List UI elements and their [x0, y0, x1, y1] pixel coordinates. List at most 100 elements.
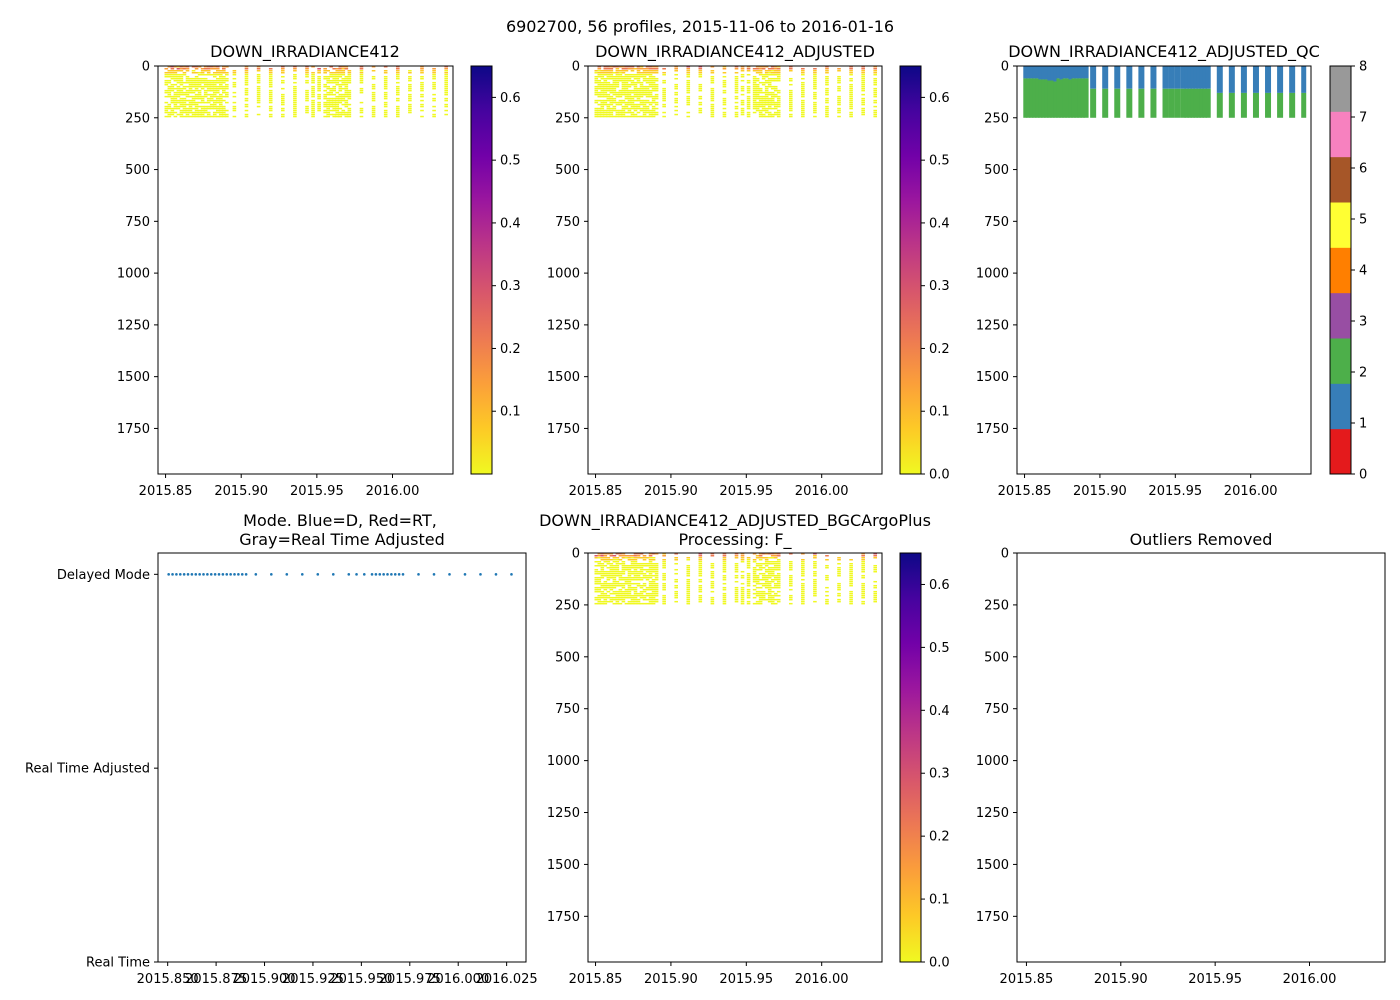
heatmap-cell: [686, 71, 691, 74]
mode-point: [221, 573, 225, 576]
heatmap-cell: [849, 115, 853, 118]
heatmap-cell: [674, 101, 678, 104]
heatmap-cell: [222, 87, 226, 90]
heatmap-cell: [618, 588, 623, 591]
heatmap-cell: [624, 602, 629, 605]
heatmap-cell: [609, 598, 614, 601]
heatmap-cell: [651, 574, 656, 577]
heatmap-cell: [624, 590, 629, 593]
heatmap-cell: [636, 556, 641, 559]
heatmap-cell: [371, 83, 376, 86]
heatmap-cell: [764, 582, 769, 585]
heatmap-cell: [609, 69, 614, 72]
heatmap-cell: [344, 67, 349, 70]
heatmap-cell: [594, 590, 599, 593]
heatmap-cell: [837, 562, 841, 565]
heatmap-cell: [256, 89, 261, 92]
heatmap-cell: [600, 596, 605, 599]
heatmap-cell: [597, 570, 602, 573]
heatmap-cell: [618, 572, 623, 575]
mode-point: [182, 573, 186, 576]
heatmap-cell: [624, 69, 629, 72]
heatmap-cell: [627, 574, 632, 577]
heatmap-cell: [722, 600, 727, 603]
heatmap-cell: [654, 107, 659, 110]
heatmap-cell: [256, 113, 261, 116]
heatmap-cell: [770, 66, 775, 68]
heatmap-cell: [371, 115, 376, 118]
heatmap-cell: [212, 66, 217, 68]
heatmap-cell: [359, 109, 364, 112]
heatmap-cell: [761, 578, 766, 581]
x-tick-label: 2015.95: [719, 972, 773, 987]
heatmap-cell: [305, 75, 309, 78]
heatmap-cell: [698, 560, 703, 563]
heatmap-cell: [849, 600, 853, 603]
heatmap-cell: [209, 66, 214, 68]
heatmap-cell: [788, 67, 793, 70]
heatmap-cell: [764, 556, 769, 559]
heatmap-cell: [173, 111, 178, 114]
heatmap-cell: [600, 553, 605, 555]
heatmap-cell: [600, 95, 605, 98]
heatmap-cell: [621, 596, 626, 599]
heatmap-cell: [432, 105, 436, 108]
heatmap-cell: [752, 568, 757, 571]
heatmap-cell: [873, 95, 878, 98]
heatmap-cell: [615, 566, 620, 569]
heatmap-cell: [740, 107, 745, 110]
heatmap-cell: [383, 103, 388, 106]
heatmap-cell: [612, 99, 617, 102]
heatmap-cell: [329, 66, 334, 68]
heatmap-cell: [627, 590, 632, 593]
heatmap-cell: [801, 596, 805, 599]
heatmap-cell: [674, 66, 678, 68]
mode-point: [225, 573, 229, 576]
mode-point: [386, 573, 389, 576]
heatmap-cell: [232, 115, 237, 118]
heatmap-cell: [332, 89, 337, 92]
heatmap-cell: [770, 600, 775, 603]
heatmap-cell: [722, 574, 727, 577]
heatmap-cell: [344, 85, 349, 88]
heatmap-cell: [813, 91, 817, 94]
heatmap-cell: [861, 596, 865, 599]
x-tick-label: 2015.875: [185, 972, 247, 987]
heatmap-cell: [347, 75, 352, 78]
heatmap-cell: [734, 590, 739, 593]
x-axis-ticks: 2015.85 2015.90 2015.95 2016.00: [569, 962, 849, 987]
heatmap-cell: [873, 91, 878, 94]
heatmap-cell: [642, 584, 647, 587]
heatmap-cell: [603, 586, 608, 589]
heatmap-cell: [770, 93, 775, 96]
heatmap-cell: [609, 586, 614, 589]
qc-cell-2: [1062, 78, 1067, 118]
heatmap-cell: [197, 79, 202, 82]
heatmap-cell: [188, 111, 193, 114]
heatmap-cell: [293, 75, 297, 78]
heatmap-cell: [618, 578, 623, 581]
panel-title-line-1: Mode. Blue=D, Red=RT,: [243, 511, 437, 530]
qc-cell-1: [1056, 66, 1061, 79]
heatmap-cell: [359, 91, 364, 94]
heatmap-cell: [801, 95, 805, 98]
heatmap-cell: [645, 73, 650, 76]
heatmap-cell: [813, 590, 817, 593]
heatmap-cell: [654, 85, 659, 88]
heatmap-cell: [755, 578, 760, 581]
heatmap-cell: [173, 83, 178, 86]
heatmap-cell: [311, 79, 315, 82]
heatmap-cell: [758, 578, 763, 581]
heatmap-cell: [212, 87, 217, 90]
heatmap-cell: [359, 75, 364, 78]
heatmap-cell: [197, 91, 202, 94]
heatmap-cell: [674, 77, 678, 80]
heatmap-cell: [191, 111, 196, 114]
heatmap-cell: [624, 73, 629, 76]
heatmap-cell: [444, 89, 448, 92]
heatmap-cell: [268, 113, 273, 116]
heatmap-cell: [630, 105, 635, 108]
heatmap-cell: [612, 578, 617, 581]
heatmap-cell: [651, 105, 656, 108]
heatmap-cell: [734, 85, 739, 88]
